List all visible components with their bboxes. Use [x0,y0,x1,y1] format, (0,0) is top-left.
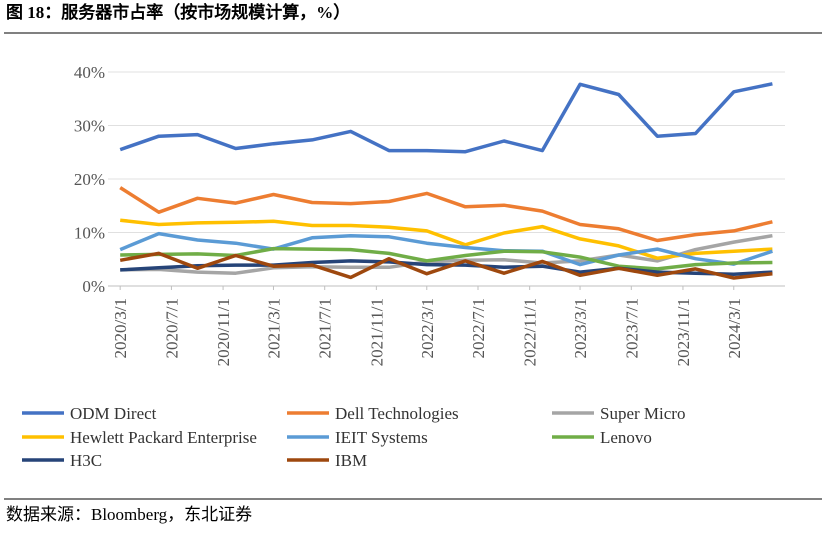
x-tick-label: 2023/7/1 [622,298,641,358]
series-line [119,251,773,280]
chart-title: 图 18：服务器市占率（按市场规模计算，%） [6,2,350,22]
legend-label: Hewlett Packard Enterprise [70,428,257,447]
y-tick-label: 30% [74,117,105,136]
legend-label: ODM Direct [70,404,157,423]
x-tick-label: 2023/3/1 [571,298,590,358]
source: 数据来源：Bloomberg，东北证券 [6,505,252,524]
series-line [119,82,773,154]
y-tick-label: 0% [82,277,105,296]
x-tick-label: 2022/3/1 [418,298,437,358]
series-line [120,246,773,271]
legend-label: Dell Technologies [335,404,459,423]
legend-label: IBM [335,451,367,470]
x-tick-label: 2022/7/1 [469,298,488,358]
x-tick-label: 2020/7/1 [162,298,181,358]
series-line [120,259,773,276]
x-tick-label: 2021/3/1 [264,298,283,358]
legend-label: IEIT Systems [335,428,428,447]
x-tick-label: 2024/3/1 [725,298,744,358]
x-tick-label: 2021/11/1 [367,298,386,366]
legend-label: H3C [70,451,102,470]
x-tick-label: 2022/11/1 [521,298,540,366]
y-tick-label: 10% [74,224,105,243]
y-tick-label: 40% [74,63,105,82]
series-line [119,186,773,243]
x-tick-label: 2023/11/1 [674,298,693,366]
x-tick-label: 2021/7/1 [316,298,335,358]
x-tick-label: 2020/3/1 [111,298,130,358]
series-line [120,218,773,260]
legend-label: Lenovo [600,428,652,447]
x-tick-label: 2020/11/1 [214,298,233,366]
y-tick-label: 20% [74,170,105,189]
legend-label: Super Micro [600,404,685,423]
series-line [119,231,773,267]
